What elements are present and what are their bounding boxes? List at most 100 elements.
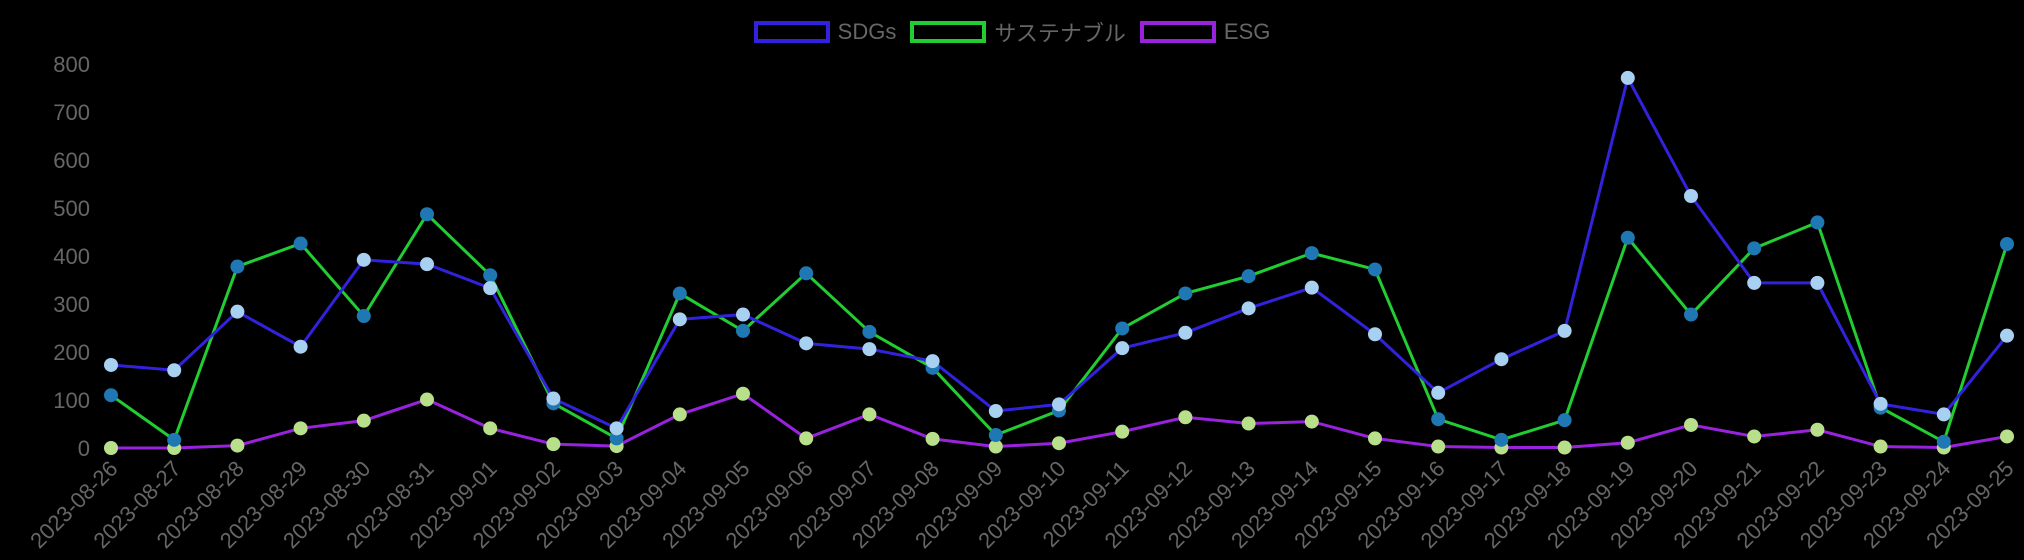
data-point[interactable] <box>1684 417 1698 432</box>
data-point[interactable] <box>1052 397 1066 412</box>
y-tick-label: 500 <box>53 196 90 221</box>
data-point[interactable] <box>1494 432 1509 447</box>
data-point[interactable] <box>736 323 750 338</box>
legend-item-sdgs[interactable]: SDGs <box>753 19 896 45</box>
data-point[interactable] <box>356 252 371 267</box>
data-point[interactable] <box>2000 328 2014 343</box>
data-point[interactable] <box>862 342 877 357</box>
data-point[interactable] <box>546 391 561 406</box>
data-point[interactable] <box>420 257 434 272</box>
data-point[interactable] <box>988 404 1003 419</box>
data-point[interactable] <box>1936 434 1951 449</box>
data-point[interactable] <box>1304 414 1319 429</box>
data-point[interactable] <box>104 357 118 372</box>
y-tick-label: 0 <box>78 436 90 461</box>
data-point[interactable] <box>293 236 308 251</box>
data-point[interactable] <box>1684 189 1698 203</box>
data-point[interactable] <box>1241 269 1256 284</box>
data-point[interactable] <box>356 413 371 428</box>
y-tick-label: 600 <box>53 148 90 173</box>
y-tick-label: 400 <box>53 244 90 269</box>
data-point[interactable] <box>862 407 877 422</box>
data-point[interactable] <box>736 307 750 322</box>
data-point[interactable] <box>1557 440 1572 455</box>
data-point[interactable] <box>420 207 434 222</box>
data-point[interactable] <box>483 421 498 436</box>
data-point[interactable] <box>546 437 561 452</box>
series-line-0 <box>110 73 2009 431</box>
data-point[interactable] <box>1368 431 1382 446</box>
data-point[interactable] <box>230 438 245 453</box>
data-point[interactable] <box>1115 341 1130 356</box>
data-point[interactable] <box>1494 352 1509 367</box>
data-point[interactable] <box>609 421 624 436</box>
data-point[interactable] <box>293 421 308 436</box>
data-point[interactable] <box>1431 412 1446 427</box>
data-point[interactable] <box>1304 246 1319 261</box>
data-point[interactable] <box>2000 429 2014 444</box>
data-point[interactable] <box>609 431 624 446</box>
data-point[interactable] <box>1431 439 1446 454</box>
data-point[interactable] <box>356 309 371 323</box>
data-point[interactable] <box>1684 307 1698 322</box>
data-point[interactable] <box>420 392 434 407</box>
data-point[interactable] <box>1873 439 1888 454</box>
data-point[interactable] <box>1620 435 1635 450</box>
data-point[interactable] <box>1052 436 1066 451</box>
data-point[interactable] <box>483 268 498 283</box>
legend-item-sustainable[interactable]: サステナブル <box>910 16 1126 48</box>
data-point[interactable] <box>104 441 118 455</box>
data-point[interactable] <box>1241 416 1256 431</box>
data-point[interactable] <box>925 354 940 369</box>
data-point[interactable] <box>1178 286 1193 301</box>
data-point[interactable] <box>1747 429 1762 444</box>
legend-swatch-esg <box>1139 21 1216 43</box>
data-point[interactable] <box>799 336 814 351</box>
data-point[interactable] <box>1178 325 1193 340</box>
plot-area <box>104 70 2014 455</box>
y-tick-label: 700 <box>53 100 90 125</box>
data-point[interactable] <box>988 428 1003 443</box>
data-point[interactable] <box>1241 301 1256 316</box>
data-point[interactable] <box>1557 413 1572 428</box>
data-point[interactable] <box>925 431 940 446</box>
data-point[interactable] <box>104 388 118 403</box>
data-point[interactable] <box>672 312 687 327</box>
data-point[interactable] <box>167 432 182 447</box>
data-point[interactable] <box>1115 321 1130 336</box>
data-point[interactable] <box>1431 385 1446 400</box>
data-point[interactable] <box>799 266 814 281</box>
data-point[interactable] <box>1810 422 1825 437</box>
y-tick-label: 100 <box>53 388 90 413</box>
data-point[interactable] <box>672 286 687 301</box>
data-point[interactable] <box>230 304 245 319</box>
data-point[interactable] <box>1873 396 1888 411</box>
data-point[interactable] <box>2000 237 2014 251</box>
legend-swatch-sdgs <box>753 21 830 43</box>
data-point[interactable] <box>1368 327 1382 342</box>
data-point[interactable] <box>1368 262 1382 277</box>
data-point[interactable] <box>1178 410 1193 425</box>
data-point[interactable] <box>1115 424 1130 439</box>
data-point[interactable] <box>1620 70 1635 85</box>
data-point[interactable] <box>1936 407 1951 422</box>
data-point[interactable] <box>1620 230 1635 245</box>
legend-item-esg[interactable]: ESG <box>1139 19 1270 45</box>
data-point[interactable] <box>1747 275 1762 290</box>
data-point[interactable] <box>988 439 1003 454</box>
data-point[interactable] <box>736 386 750 401</box>
data-point[interactable] <box>483 281 498 296</box>
data-point[interactable] <box>1810 275 1825 290</box>
data-point[interactable] <box>862 324 877 339</box>
legend-swatch-sustainable <box>910 21 987 43</box>
data-point[interactable] <box>1304 280 1319 295</box>
data-point[interactable] <box>293 339 308 354</box>
data-point[interactable] <box>799 431 814 446</box>
data-point[interactable] <box>167 363 182 378</box>
data-point[interactable] <box>1810 215 1825 230</box>
data-point[interactable] <box>1557 323 1572 338</box>
data-point[interactable] <box>230 259 245 274</box>
data-point[interactable] <box>1747 241 1762 256</box>
data-point[interactable] <box>672 407 687 422</box>
